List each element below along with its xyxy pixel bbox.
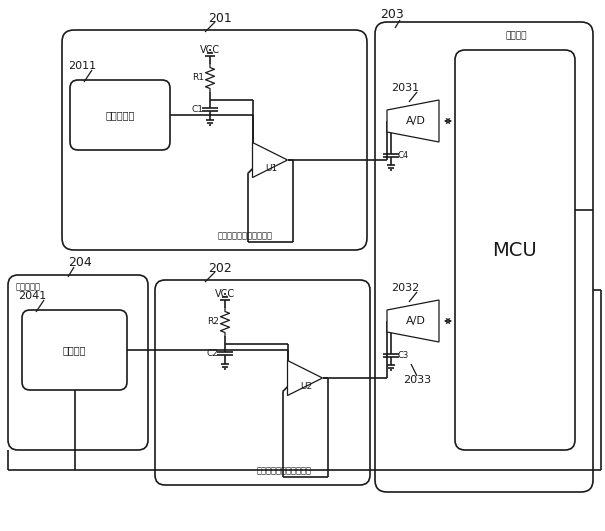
Text: MCU: MCU bbox=[492, 241, 537, 260]
FancyBboxPatch shape bbox=[375, 22, 593, 492]
Text: C2: C2 bbox=[206, 348, 218, 357]
Text: R2: R2 bbox=[207, 318, 219, 327]
Text: VCC: VCC bbox=[215, 289, 235, 299]
FancyBboxPatch shape bbox=[70, 80, 170, 150]
Polygon shape bbox=[387, 100, 439, 142]
Text: VCC: VCC bbox=[200, 45, 220, 55]
FancyBboxPatch shape bbox=[22, 310, 127, 390]
Text: 2041: 2041 bbox=[18, 291, 46, 301]
Text: 主控模块: 主控模块 bbox=[506, 31, 528, 40]
Text: 202: 202 bbox=[208, 261, 232, 275]
Text: C4: C4 bbox=[397, 150, 408, 159]
Text: 2032: 2032 bbox=[391, 283, 419, 293]
Text: 热敏头本体温度采集模块: 热敏头本体温度采集模块 bbox=[257, 467, 312, 475]
Text: U1: U1 bbox=[266, 164, 278, 173]
FancyBboxPatch shape bbox=[155, 280, 370, 485]
Text: 2031: 2031 bbox=[391, 83, 419, 93]
Text: A/D: A/D bbox=[406, 116, 425, 126]
Polygon shape bbox=[387, 300, 439, 342]
Text: R1: R1 bbox=[192, 73, 204, 82]
Text: 201: 201 bbox=[208, 12, 232, 24]
Text: 2011: 2011 bbox=[68, 61, 96, 71]
Text: A/D: A/D bbox=[406, 316, 425, 326]
Text: 热敏电阵: 热敏电阵 bbox=[63, 345, 87, 355]
Text: 2033: 2033 bbox=[403, 375, 431, 385]
FancyBboxPatch shape bbox=[455, 50, 575, 450]
Text: 热敏头模块: 热敏头模块 bbox=[16, 282, 41, 292]
FancyBboxPatch shape bbox=[8, 275, 148, 450]
Text: 温度传感器: 温度传感器 bbox=[105, 110, 135, 120]
Text: 笼仓内环境温度采集模块: 笼仓内环境温度采集模块 bbox=[218, 232, 272, 241]
Text: C1: C1 bbox=[191, 105, 203, 114]
Text: U2: U2 bbox=[301, 382, 313, 391]
Text: 204: 204 bbox=[68, 256, 92, 270]
FancyBboxPatch shape bbox=[62, 30, 367, 250]
Text: 203: 203 bbox=[380, 8, 404, 21]
Text: C3: C3 bbox=[397, 350, 408, 359]
Polygon shape bbox=[287, 361, 322, 396]
Polygon shape bbox=[252, 142, 287, 177]
